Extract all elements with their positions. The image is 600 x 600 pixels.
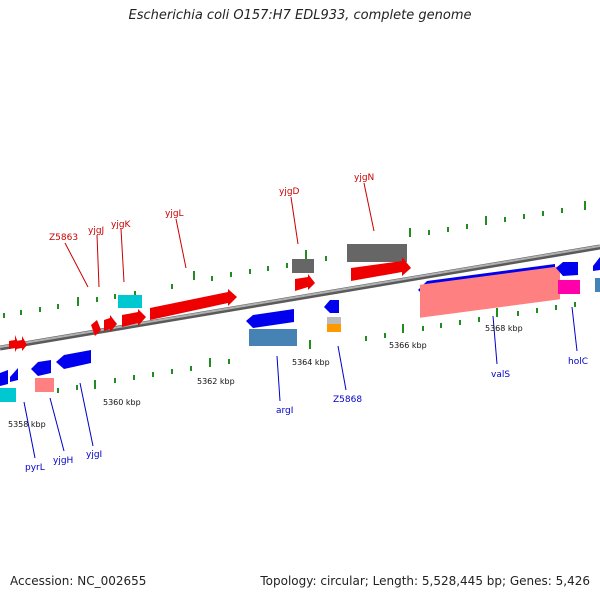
scale-labels: 5358 kbp 5360 kbp 5362 kbp 5364 kbp 5366… — [8, 324, 523, 429]
gene-label: yjgD — [279, 187, 300, 197]
other-feature — [327, 317, 341, 324]
gene-arrow — [351, 257, 411, 281]
gene-arrow — [31, 360, 51, 376]
cds-feature — [558, 280, 580, 294]
cds-feature — [420, 266, 560, 318]
gene-label: yjgN — [354, 173, 374, 183]
reverse-features — [0, 257, 600, 402]
rna-feature — [0, 388, 16, 402]
gene-label: yjgI — [86, 450, 102, 460]
scale-label: 5368 kbp — [485, 324, 523, 333]
gene-arrow — [104, 315, 117, 332]
gene-arrow — [10, 368, 18, 382]
reverse-gene-labels: pyrL yjgH yjgI argI Z5868 valS holC — [25, 357, 588, 473]
gene-arrow — [0, 370, 8, 386]
gene-arrow — [593, 257, 600, 271]
label-leaders — [23, 182, 578, 459]
rna-feature — [118, 295, 142, 308]
gene-label: argI — [276, 406, 293, 416]
cds-feature — [35, 378, 54, 392]
accession-text: Accession: NC_002655 — [10, 574, 147, 588]
gene-arrow — [295, 274, 315, 291]
gene-label: Z5863 — [49, 233, 78, 243]
cds-feature — [249, 329, 297, 346]
gene-label: yjgK — [111, 220, 132, 230]
scale-label: 5360 kbp — [103, 398, 141, 407]
forward-features — [9, 244, 411, 352]
gene-label: yjgJ — [88, 226, 104, 236]
cds-feature — [595, 278, 600, 292]
forward-gene-labels: Z5863 yjgJ yjgK yjgL yjgD yjgN — [49, 173, 374, 243]
gene-arrow — [556, 262, 578, 276]
map-title: Escherichia coli O157:H7 EDL933, complet… — [128, 8, 472, 23]
lower-tick-row — [57, 302, 576, 393]
gene-arrow — [246, 309, 294, 328]
other-feature — [347, 244, 407, 262]
pseudo-feature — [327, 324, 341, 332]
gene-label: yjgL — [165, 209, 184, 219]
upper-tick-row — [3, 201, 586, 318]
scale-label: 5362 kbp — [197, 377, 235, 386]
other-feature — [292, 259, 314, 273]
scale-label: 5364 kbp — [292, 358, 330, 367]
gene-label: valS — [491, 370, 510, 380]
scale-label: 5358 kbp — [8, 420, 46, 429]
gene-arrow — [150, 289, 237, 320]
gene-arrow — [324, 300, 339, 313]
gene-arrow — [56, 350, 91, 369]
gene-label: Z5868 — [333, 395, 362, 405]
gene-arrow — [122, 309, 146, 327]
gene-label: yjgH — [53, 456, 73, 466]
gene-arrow — [91, 320, 101, 336]
scale-label: 5366 kbp — [389, 341, 427, 350]
gene-label: pyrL — [25, 463, 45, 473]
gene-label: holC — [568, 357, 588, 367]
gene-arrow — [16, 336, 27, 351]
genome-summary-text: Topology: circular; Length: 5,528,445 bp… — [260, 574, 590, 588]
